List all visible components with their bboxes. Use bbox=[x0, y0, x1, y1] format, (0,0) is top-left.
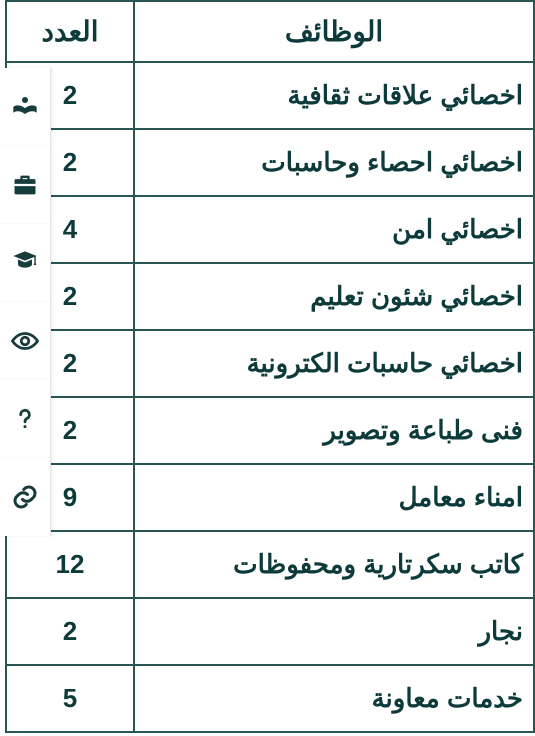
cell-job: اخصائي امن bbox=[134, 196, 534, 263]
briefcase-icon bbox=[11, 171, 39, 199]
table-row: فنى طباعة وتصوير 2 bbox=[6, 397, 534, 464]
table-row: اخصائي حاسبات الكترونية 2 bbox=[6, 330, 534, 397]
table-row: خدمات معاونة 5 bbox=[6, 665, 534, 732]
sidebar-button-link[interactable] bbox=[0, 458, 51, 536]
sidebar bbox=[0, 68, 51, 536]
header-count: العدد bbox=[6, 1, 134, 62]
graduate-icon bbox=[11, 249, 39, 277]
jobs-table: الوظائف العدد اخصائي علاقات ثقافية 2 اخص… bbox=[5, 0, 535, 733]
sidebar-button-briefcase[interactable] bbox=[0, 146, 51, 224]
link-icon bbox=[10, 482, 40, 512]
reader-icon bbox=[11, 93, 39, 121]
table-row: اخصائي احصاء وحاسبات 2 bbox=[6, 129, 534, 196]
sidebar-button-eye[interactable] bbox=[0, 302, 51, 380]
header-job: الوظائف bbox=[134, 1, 534, 62]
table-row: امناء معامل 9 bbox=[6, 464, 534, 531]
table-row: اخصائي علاقات ثقافية 2 bbox=[6, 62, 534, 129]
cell-job: كاتب سكرتارية ومحفوظات bbox=[134, 531, 534, 598]
sidebar-button-reader[interactable] bbox=[0, 68, 51, 146]
question-icon bbox=[12, 406, 38, 432]
table-row: نجار 2 bbox=[6, 598, 534, 665]
table-row: اخصائي امن 4 bbox=[6, 196, 534, 263]
sidebar-button-graduate[interactable] bbox=[0, 224, 51, 302]
cell-count: 5 bbox=[6, 665, 134, 732]
cell-job: فنى طباعة وتصوير bbox=[134, 397, 534, 464]
table-header-row: الوظائف العدد bbox=[6, 1, 534, 62]
table-row: اخصائي شئون تعليم 2 bbox=[6, 263, 534, 330]
cell-count: 2 bbox=[6, 598, 134, 665]
cell-job: خدمات معاونة bbox=[134, 665, 534, 732]
cell-job: نجار bbox=[134, 598, 534, 665]
table-row: كاتب سكرتارية ومحفوظات 12 bbox=[6, 531, 534, 598]
cell-job: اخصائي علاقات ثقافية bbox=[134, 62, 534, 129]
eye-icon bbox=[10, 326, 40, 356]
cell-count: 12 bbox=[6, 531, 134, 598]
cell-job: اخصائي حاسبات الكترونية bbox=[134, 330, 534, 397]
cell-job: اخصائي احصاء وحاسبات bbox=[134, 129, 534, 196]
cell-job: اخصائي شئون تعليم bbox=[134, 263, 534, 330]
cell-job: امناء معامل bbox=[134, 464, 534, 531]
sidebar-button-help[interactable] bbox=[0, 380, 51, 458]
